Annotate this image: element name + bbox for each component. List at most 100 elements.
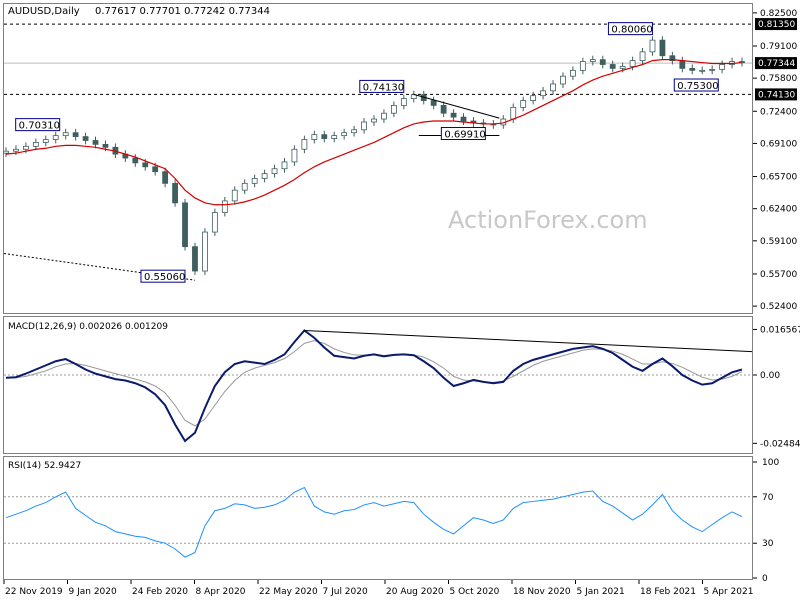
price-ytick-label: 0.62400: [760, 205, 797, 215]
xtick-label: 24 Feb 2020: [132, 587, 188, 597]
candle-body: [22, 145, 29, 150]
current-price-tag: [755, 57, 797, 70]
candle-body: [719, 64, 726, 70]
candle-body: [659, 39, 666, 57]
candle-body: [261, 173, 268, 179]
candle-body: [639, 51, 646, 62]
ohlc-label: 0.77617 0.77701 0.77242 0.77344: [95, 6, 270, 17]
price-label: 0.69910: [444, 130, 485, 141]
rsi-ytick-label: 0: [762, 574, 768, 584]
macd-line: [5, 329, 743, 443]
candle-body: [62, 132, 69, 137]
price-ytick-label: 0.55700: [760, 270, 797, 280]
price-ytick-label: 0.52400: [760, 302, 797, 312]
price-label: 0.74130: [363, 82, 404, 93]
candle-body: [72, 132, 79, 137]
moving-average-line: [5, 59, 743, 206]
candle-body: [361, 121, 367, 131]
price-label: 0.70310: [19, 121, 60, 132]
price-label-box: [140, 269, 186, 283]
candle-body: [341, 132, 348, 137]
candle-body: [510, 106, 517, 120]
candle-body: [211, 212, 218, 233]
xtick-label: 22 May 2020: [259, 587, 318, 597]
candle-body: [579, 61, 586, 71]
candle-body: [3, 150, 9, 154]
price-panel: 0.82500 0.79100 0.75800 0.72400 0.69100 0.657…: [3, 9, 797, 312]
x-axis: 22 Nov 2019 9 Jan 2020 24 Feb 2020 8 Apr 20…: [3, 580, 754, 597]
panel-frames: [3, 3, 753, 580]
candle-body: [192, 246, 198, 272]
candle-body: [221, 200, 228, 213]
price-ytick-label: 0.72400: [760, 107, 797, 117]
price-label-box: [673, 78, 719, 92]
xtick-label: 5 Jan 2021: [577, 587, 625, 597]
candle-body: [629, 60, 636, 67]
price-label-box: [15, 118, 61, 132]
candle-body: [430, 100, 437, 106]
candle-body: [152, 166, 159, 173]
xtick-label: 9 Jan 2020: [69, 587, 117, 597]
candle-body: [709, 68, 716, 71]
candle-body: [172, 182, 178, 204]
candle-body: [520, 100, 527, 108]
price-label: 0.80060: [611, 25, 652, 36]
xtick-label: 5 Apr 2021: [704, 587, 754, 597]
xtick-label: 5 Oct 2020: [450, 587, 500, 597]
candle-body: [281, 161, 288, 170]
candle-body: [52, 135, 59, 140]
candle-body: [649, 39, 656, 53]
candle-body: [251, 178, 258, 184]
candle-body: [669, 55, 676, 62]
candle-body: [460, 116, 467, 122]
candle-body: [609, 64, 616, 69]
candle-body: [400, 98, 407, 106]
candle-body: [689, 68, 696, 71]
price-ytick-label: 0.79100: [760, 42, 797, 52]
candle-body: [271, 168, 278, 175]
candle-body: [301, 139, 308, 150]
symbol-label: AUDUSD,Daily: [8, 6, 80, 17]
xtick-label: 18 Feb 2021: [640, 587, 696, 597]
candle-body: [679, 60, 686, 69]
candle-body: [291, 148, 298, 163]
candle-body: [390, 105, 397, 114]
rsi-line: [5, 486, 743, 558]
price-label-box: [440, 127, 486, 141]
level-tag: [755, 88, 797, 101]
price-label-box: [607, 22, 653, 36]
rsi-title: RSI(14) 52.9427: [8, 461, 81, 471]
macd-trendline: [304, 329, 753, 353]
macd-title: MACD(12,26,9) 0.002026 0.001209: [8, 322, 168, 332]
candle-body: [450, 112, 457, 118]
candle-body: [589, 59, 596, 62]
candle-body: [82, 136, 89, 141]
rsi-ytick-label: 30: [762, 539, 774, 549]
price-label-box: [359, 79, 405, 93]
macd-panel: 0.016567 0.00 -0.02484: [4, 325, 800, 449]
level-tag-label: 0.81350: [758, 20, 795, 30]
level-tag: [755, 18, 797, 31]
candle-body: [550, 83, 556, 92]
candle-body: [321, 134, 328, 139]
candle-body: [619, 66, 626, 69]
candle-body: [202, 231, 208, 272]
candle-body: [241, 182, 248, 191]
xtick-label: 8 Apr 2020: [196, 587, 246, 597]
candle-body: [92, 140, 99, 145]
triangle-upper-line: [413, 93, 500, 119]
candle-body: [331, 135, 338, 139]
candle-body: [42, 139, 49, 143]
price-ytick-label: 0.75800: [760, 74, 797, 84]
candle-body: [142, 162, 149, 168]
candle-body: [699, 69, 706, 72]
candle-body: [440, 105, 447, 114]
level-tag-label: 0.74130: [758, 90, 795, 100]
rsi-ytick-label: 100: [762, 458, 779, 468]
candle-body: [162, 171, 169, 184]
candle-body: [540, 90, 546, 97]
macd-ytick-label: 0.016567: [760, 325, 800, 335]
rsi-panel: 100 70 30 0: [4, 458, 779, 584]
candle-body: [371, 118, 377, 123]
